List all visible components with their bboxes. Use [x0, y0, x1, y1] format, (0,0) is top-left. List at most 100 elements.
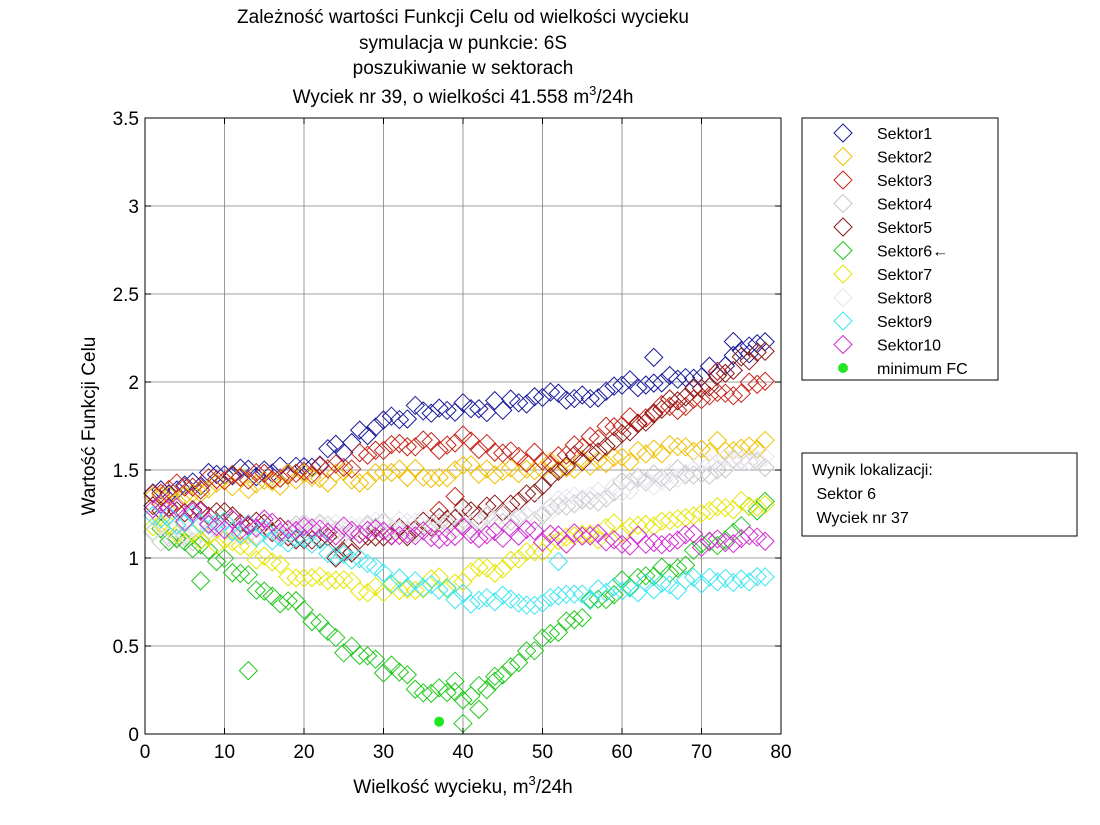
data-point — [532, 476, 553, 496]
data-point — [254, 509, 274, 529]
data-point — [564, 610, 585, 630]
y-tick-label: 1 — [128, 549, 139, 570]
y-tick-label: 0 — [128, 725, 139, 746]
data-point — [532, 504, 553, 524]
data-point — [405, 526, 426, 546]
minimum-layer — [434, 716, 445, 727]
data-point — [580, 526, 600, 546]
data-point — [397, 579, 418, 599]
data-point — [341, 470, 362, 490]
title-line-2: symulacja w punkcie: 6S — [359, 33, 567, 54]
legend-entry: Sektor10 — [833, 334, 941, 355]
data-point — [485, 592, 505, 612]
data-point — [644, 347, 664, 368]
data-point — [604, 447, 624, 467]
data-point — [397, 577, 418, 597]
data-point — [667, 468, 688, 488]
data-point — [469, 590, 489, 611]
data-point — [580, 590, 600, 611]
data-point — [453, 583, 473, 603]
data-point — [675, 396, 696, 417]
data-point — [667, 391, 688, 411]
data-point — [175, 477, 195, 497]
data-point — [310, 515, 330, 535]
data-point — [389, 662, 410, 682]
data-point — [182, 538, 203, 559]
data-point — [596, 488, 616, 508]
data-point — [636, 573, 656, 593]
legend-entry: minimum FC — [838, 361, 968, 378]
data-point — [564, 494, 585, 514]
data-point — [413, 467, 433, 488]
data-point — [349, 420, 370, 440]
data-point — [246, 462, 267, 483]
data-point — [469, 464, 489, 484]
data-point — [182, 500, 203, 520]
data-point — [413, 521, 433, 541]
data-point — [580, 524, 600, 544]
data-point — [461, 562, 481, 582]
data-point — [381, 655, 402, 675]
data-point — [206, 516, 227, 537]
data-point — [691, 439, 712, 459]
x-tick-label: 60 — [611, 742, 632, 763]
data-point — [214, 470, 235, 491]
data-point — [508, 593, 529, 613]
result-box: Wynik lokalizacji: Sektor 6 Wyciek nr 37 — [801, 452, 1078, 537]
data-point — [675, 570, 696, 590]
legend-marker — [833, 123, 853, 143]
data-point — [485, 465, 505, 485]
data-point — [405, 437, 426, 457]
legend-marker — [833, 311, 853, 331]
data-point — [334, 520, 354, 540]
data-point — [437, 511, 457, 532]
data-point — [691, 451, 712, 471]
data-point — [230, 536, 251, 556]
data-point — [175, 503, 195, 523]
data-point — [159, 515, 179, 535]
data-point — [707, 382, 728, 403]
data-point — [270, 527, 290, 548]
data-point — [675, 524, 696, 545]
data-point — [405, 458, 426, 479]
data-point — [723, 451, 744, 472]
data-point — [493, 400, 513, 421]
data-point — [262, 531, 282, 551]
data-point — [747, 374, 767, 395]
data-point — [437, 435, 457, 455]
legend-label: Sektor4 — [877, 197, 932, 214]
data-point — [477, 558, 497, 578]
data-point — [667, 369, 688, 389]
title-line-3: poszukiwanie w sektorach — [353, 58, 574, 79]
data-point — [222, 522, 243, 542]
data-point — [755, 567, 775, 587]
data-point — [222, 509, 243, 529]
data-point — [572, 524, 592, 544]
legend-label: Sektor2 — [877, 150, 932, 167]
data-point — [310, 456, 330, 476]
data-point — [540, 524, 561, 544]
y-tick-label: 0.5 — [113, 637, 139, 658]
data-point — [159, 519, 179, 540]
legend-label: Sektor9 — [877, 314, 932, 331]
data-point — [278, 527, 298, 547]
data-point — [270, 476, 290, 496]
data-point — [691, 574, 712, 594]
data-point — [739, 351, 759, 371]
data-point — [659, 575, 680, 595]
data-point — [270, 456, 290, 476]
data-point — [747, 452, 767, 472]
data-point — [262, 463, 282, 483]
result-line-1: Wynik lokalizacji: — [812, 462, 933, 479]
data-point — [334, 569, 354, 590]
data-point — [731, 450, 751, 471]
minimum-point — [434, 716, 445, 727]
data-point — [604, 376, 624, 396]
x-tick-label: 80 — [770, 742, 791, 763]
data-point — [469, 528, 489, 549]
data-point — [326, 546, 346, 566]
y-tick-label: 3 — [128, 197, 139, 218]
data-point — [747, 497, 767, 517]
data-point — [270, 522, 290, 542]
data-point — [532, 593, 553, 613]
